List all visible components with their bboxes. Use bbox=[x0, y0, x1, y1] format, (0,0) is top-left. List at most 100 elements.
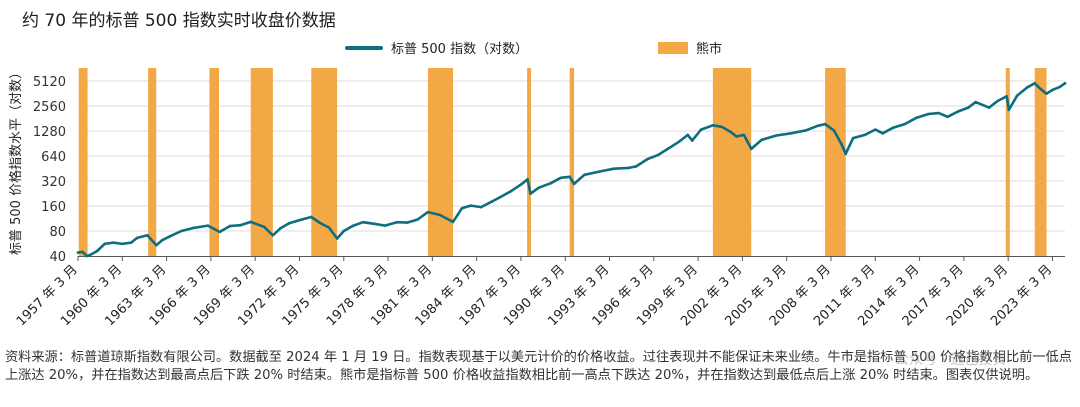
bear-market-bar bbox=[250, 68, 273, 256]
bear-market-layer bbox=[78, 68, 1047, 256]
index-data-point bbox=[129, 241, 133, 244]
index-data-point bbox=[840, 142, 843, 146]
index-data-point bbox=[479, 205, 483, 209]
index-data-point bbox=[239, 223, 242, 227]
index-data-point bbox=[735, 135, 738, 138]
index-data-point bbox=[974, 100, 977, 104]
index-data-point bbox=[775, 134, 778, 137]
index-data-point bbox=[863, 133, 867, 137]
y-tick-label: 640 bbox=[41, 150, 66, 165]
index-data-point bbox=[416, 218, 419, 221]
index-data-point bbox=[711, 123, 715, 127]
index-data-point bbox=[299, 218, 303, 222]
index-data-point bbox=[405, 221, 409, 224]
y-tick-label: 5120 bbox=[33, 75, 66, 90]
index-data-point bbox=[451, 220, 455, 224]
index-data-point bbox=[1015, 94, 1019, 98]
index-data-point bbox=[996, 99, 1000, 103]
index-data-point bbox=[135, 236, 139, 240]
index-data-point bbox=[1026, 85, 1029, 89]
bear-market-bar bbox=[209, 68, 219, 256]
index-data-point bbox=[804, 129, 808, 132]
index-data-point bbox=[1063, 82, 1067, 85]
index-data-point bbox=[327, 226, 331, 229]
bear-market-bar bbox=[1005, 68, 1010, 256]
index-data-point bbox=[667, 147, 670, 150]
index-data-point bbox=[881, 132, 884, 135]
index-data-point bbox=[309, 215, 313, 219]
index-data-point bbox=[956, 110, 960, 113]
index-data-point bbox=[903, 122, 907, 126]
index-data-point bbox=[690, 139, 694, 142]
bear-market-bar bbox=[78, 68, 88, 256]
y-tick-label: 40 bbox=[49, 250, 66, 265]
y-tick-label: 1280 bbox=[33, 125, 66, 140]
y-tick-label: 160 bbox=[41, 200, 66, 215]
y-tick-label: 80 bbox=[49, 225, 66, 240]
index-data-point bbox=[426, 210, 430, 214]
index-data-point bbox=[95, 249, 99, 253]
index-data-point bbox=[529, 192, 532, 196]
index-data-point bbox=[1058, 85, 1062, 89]
index-data-point bbox=[160, 238, 164, 242]
index-data-point bbox=[526, 178, 529, 181]
index-data-point bbox=[612, 167, 616, 171]
index-data-point bbox=[749, 147, 753, 151]
index-data-point bbox=[438, 213, 442, 217]
index-data-point bbox=[937, 111, 941, 115]
index-data-point bbox=[966, 106, 970, 109]
index-data-point bbox=[729, 130, 732, 134]
chart-title: 约 70 年的标普 500 指数实时收盘价数据 bbox=[22, 11, 336, 31]
index-data-point bbox=[844, 152, 848, 156]
watermark: 公众号 · 逸己投资 bbox=[895, 352, 1007, 368]
index-data-point bbox=[498, 195, 502, 199]
index-data-point bbox=[677, 140, 681, 144]
index-data-point bbox=[915, 116, 918, 120]
index-data-point bbox=[361, 220, 365, 224]
y-tick-layer: 40 80 160 320 640 1280 2560 5120 bbox=[33, 75, 66, 265]
footnote: 资料来源：标普道琼斯指数有限公司。数据截至 2024 年 1 月 19 日。指数… bbox=[5, 350, 1072, 383]
index-data-point bbox=[287, 222, 291, 225]
index-data-point bbox=[816, 124, 819, 128]
legend-line-label: 标普 500 指数（对数） bbox=[391, 42, 529, 57]
index-data-point bbox=[81, 250, 84, 254]
index-data-point bbox=[699, 128, 703, 131]
index-data-point bbox=[597, 170, 601, 173]
index-data-point bbox=[335, 237, 339, 240]
index-data-point bbox=[1007, 108, 1011, 112]
line-layer bbox=[76, 82, 1067, 258]
index-data-point bbox=[206, 224, 210, 227]
index-data-point bbox=[318, 221, 322, 225]
index-data-point bbox=[371, 222, 375, 225]
index-data-point bbox=[1005, 94, 1008, 98]
index-data-point bbox=[103, 242, 106, 246]
legend-bar-label: 熊市 bbox=[696, 42, 723, 57]
index-data-point bbox=[342, 229, 346, 233]
chart-plot: 40 80 160 320 640 1280 2560 5120 1957 年 3 月1960… bbox=[14, 68, 1067, 329]
index-data-point bbox=[88, 253, 92, 257]
index-data-point bbox=[873, 128, 877, 131]
legend-bar-swatch bbox=[658, 41, 688, 54]
index-data-point bbox=[568, 175, 571, 179]
index-data-point bbox=[120, 242, 124, 246]
index-data-point bbox=[583, 173, 586, 177]
index-data-point bbox=[146, 234, 149, 237]
bear-market-bar bbox=[148, 68, 157, 256]
bear-market-bar bbox=[1034, 68, 1047, 256]
index-data-point bbox=[549, 182, 552, 185]
index-data-point bbox=[891, 126, 895, 130]
index-data-point bbox=[469, 204, 473, 207]
index-data-point bbox=[228, 224, 232, 228]
index-data-point bbox=[927, 112, 930, 116]
index-data-point bbox=[383, 224, 387, 227]
index-data-point bbox=[169, 234, 173, 238]
index-data-point bbox=[627, 166, 631, 170]
legend-item-index: 标普 500 指数（对数） bbox=[345, 38, 528, 57]
index-data-point bbox=[634, 165, 638, 168]
index-data-point bbox=[85, 254, 89, 258]
y-tick-label: 2560 bbox=[33, 100, 66, 115]
index-data-point bbox=[987, 106, 991, 109]
index-data-point bbox=[823, 122, 827, 126]
index-data-point bbox=[946, 115, 949, 119]
index-data-point bbox=[395, 220, 399, 224]
